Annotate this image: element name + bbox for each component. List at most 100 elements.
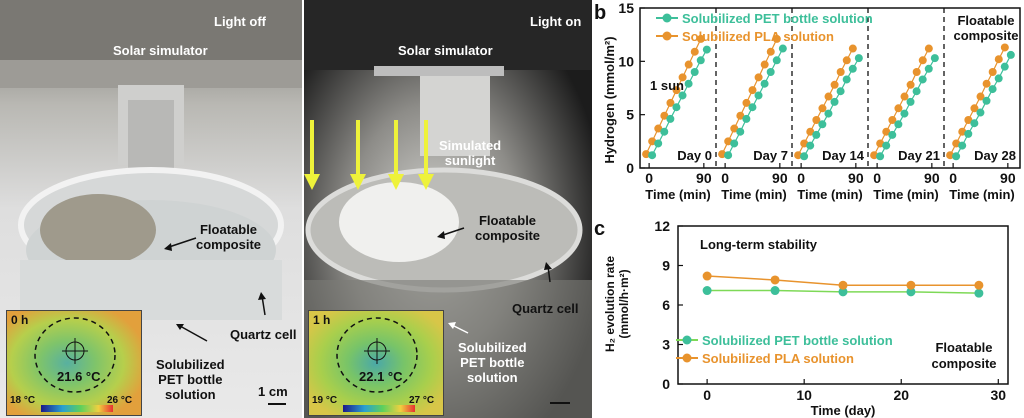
pla-point bbox=[888, 116, 897, 124]
hydrogen-y-axis-label: Hydrogen (mmol/m²) bbox=[602, 36, 617, 163]
y-tick-label-c: 3 bbox=[662, 337, 670, 353]
pet-point bbox=[678, 91, 687, 100]
pla-point bbox=[748, 86, 757, 95]
hydrogen-frame bbox=[639, 7, 1021, 169]
pla-rate-point bbox=[702, 271, 712, 281]
stability-y-axis-label-2: (mmol/h·m²) bbox=[617, 269, 631, 338]
pla-point bbox=[1000, 43, 1009, 52]
pla-point bbox=[794, 151, 803, 160]
x-tick-label-b: 0 bbox=[721, 170, 729, 186]
photo-light-on: Light on Solar simulator Simulated sunli… bbox=[304, 0, 592, 418]
pla-point bbox=[642, 150, 651, 159]
pla-point bbox=[672, 86, 681, 95]
legend-b-pet-marker bbox=[662, 13, 672, 23]
light-on-label: Light on bbox=[530, 14, 582, 29]
pla-point bbox=[742, 98, 751, 107]
pla-point bbox=[766, 47, 775, 56]
pla-point bbox=[684, 60, 693, 69]
pet-point bbox=[672, 103, 681, 112]
light-off-label: Light off bbox=[214, 14, 266, 29]
pla-point bbox=[678, 73, 687, 82]
pla-point bbox=[824, 92, 833, 101]
pla-point bbox=[760, 60, 769, 69]
simulated-sunlight-line1: Simulated bbox=[439, 138, 502, 153]
pet-point bbox=[918, 75, 927, 84]
pet-point bbox=[736, 127, 745, 136]
pet-point bbox=[702, 45, 711, 54]
day-label: Day 21 bbox=[898, 148, 940, 163]
pla-point bbox=[976, 92, 985, 101]
x-tick-label-c: 10 bbox=[796, 387, 812, 403]
stability-chart: 0 3 6 9 12 0 10 20 30 Time (day) H₂ evolution rat… bbox=[603, 218, 1009, 418]
pet-point bbox=[742, 114, 751, 123]
pet-point bbox=[818, 120, 827, 129]
series-line-b bbox=[949, 47, 1006, 156]
x-tick-label-b: 0 bbox=[645, 170, 653, 186]
pet-point bbox=[806, 141, 815, 150]
pla-point bbox=[994, 55, 1003, 64]
pla-point bbox=[772, 34, 781, 43]
pet-point bbox=[958, 141, 967, 150]
x-tick-label-b: 90 bbox=[696, 170, 712, 186]
pla-point bbox=[730, 124, 739, 133]
x-tick-label-c: 0 bbox=[703, 387, 711, 403]
pet-rate-point bbox=[906, 287, 916, 297]
pet-point bbox=[724, 151, 733, 160]
thermal-scale-max-right: 27 °C bbox=[409, 395, 435, 406]
pet-point bbox=[830, 97, 839, 106]
pla-rate-point bbox=[838, 280, 848, 290]
pet-point bbox=[654, 139, 663, 148]
arrows-left bbox=[164, 237, 286, 405]
series-line-b bbox=[651, 49, 708, 156]
x-tick-label-b: 0 bbox=[949, 170, 957, 186]
x-axis-label-b: Time (min) bbox=[797, 187, 863, 202]
pla-point bbox=[982, 79, 991, 88]
photo-light-off: Light off Solar simulator Floatable comp… bbox=[0, 0, 302, 418]
x-tick-label-b: 90 bbox=[1000, 170, 1016, 186]
series-line-b bbox=[803, 57, 860, 157]
y-tick-label-b: 5 bbox=[626, 107, 634, 123]
pla-point bbox=[842, 56, 851, 65]
pla-point bbox=[696, 34, 705, 43]
pla-point bbox=[958, 127, 967, 136]
quartz-cell-label-left: Quartz cell bbox=[230, 327, 297, 342]
solution-label-right-line2: PET bottle bbox=[460, 355, 525, 370]
pet-point bbox=[660, 127, 669, 136]
pet-point bbox=[800, 152, 809, 161]
solution-label-right-line1: Solubilized bbox=[458, 340, 527, 355]
thermal-temp-right: 22.1 °C bbox=[359, 369, 403, 384]
legend-b: Solubilized PET bottle solution Solubili… bbox=[656, 11, 873, 44]
composite-label-left-line2: composite bbox=[196, 237, 262, 252]
pet-point bbox=[1006, 50, 1015, 59]
quartz-cell-label-right: Quartz cell bbox=[512, 301, 579, 316]
floatable-composite-annotation-b-2: composite bbox=[953, 28, 1018, 43]
pla-point bbox=[870, 151, 879, 160]
solution-label-left-line1: Solubilized bbox=[156, 357, 225, 372]
legend-c-pla-label: Solubilized PLA solution bbox=[702, 351, 854, 366]
y-tick-label-c: 6 bbox=[662, 297, 670, 313]
floatable-composite-annotation-b-1: Floatable bbox=[957, 13, 1014, 28]
pla-point bbox=[836, 68, 845, 76]
pet-point bbox=[748, 103, 757, 112]
legend-b-pla-label: Solubilized PLA solution bbox=[682, 29, 834, 44]
pla-point bbox=[812, 116, 821, 124]
thermal-time-left: 0 h bbox=[11, 313, 29, 327]
sunlight-arrows bbox=[304, 120, 570, 404]
composite-label-right-line2: composite bbox=[475, 228, 541, 243]
x-tick-label-c: 20 bbox=[893, 387, 909, 403]
series-line-b bbox=[727, 48, 784, 156]
x-axis-label-b: Time (min) bbox=[645, 187, 711, 202]
pet-point bbox=[988, 85, 997, 94]
stability-x-axis-label: Time (day) bbox=[811, 403, 876, 418]
x-tick-label-c: 30 bbox=[991, 387, 1007, 403]
solar-simulator-label-right: Solar simulator bbox=[398, 43, 493, 58]
pet-point bbox=[812, 130, 821, 139]
y-tick-label-b: 0 bbox=[626, 160, 634, 176]
pet-point bbox=[690, 68, 699, 76]
simulated-sunlight-label: Simulated sunlight bbox=[439, 138, 501, 168]
pla-point bbox=[970, 104, 979, 113]
solar-simulator-label-left: Solar simulator bbox=[113, 43, 208, 58]
day-label: Day 7 bbox=[753, 148, 788, 163]
stability-title: Long-term stability bbox=[700, 237, 818, 252]
